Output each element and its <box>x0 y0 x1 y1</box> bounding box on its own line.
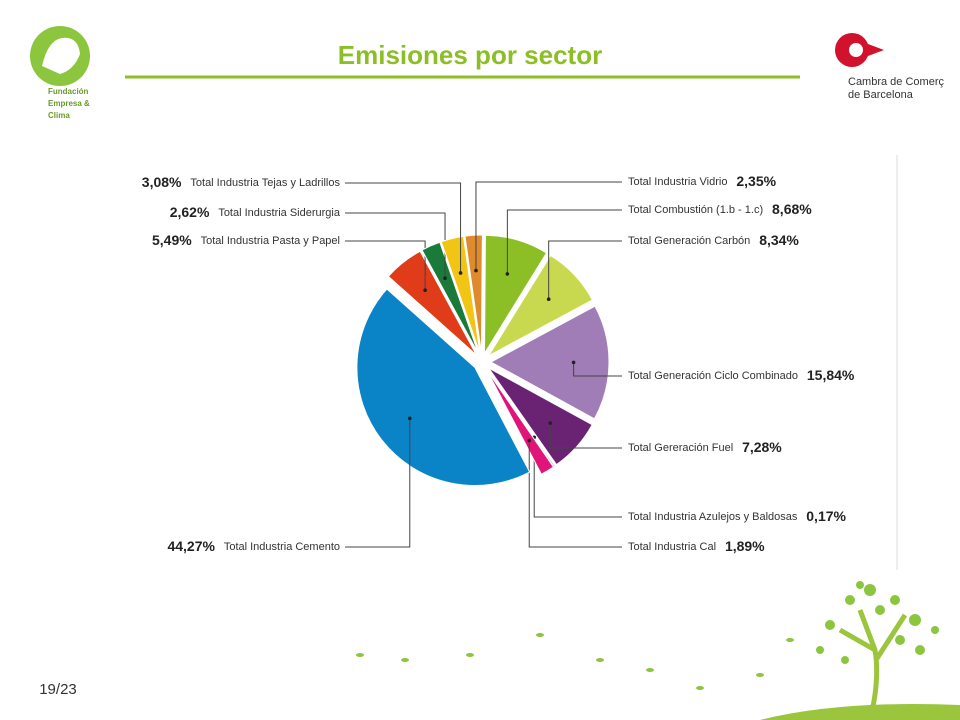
slice-label: Total Combustión (1.b - 1.c) 8,68% <box>628 201 812 219</box>
slice-name: Total Industria Tejas y Ladrillos <box>190 177 340 189</box>
pie-slice <box>487 254 594 358</box>
slice-value-label: 7,28% <box>742 439 782 455</box>
slide-title: Emisiones por sector <box>338 40 602 70</box>
slice-label: 5,49% Total Industria Pasta y Papel <box>152 232 340 250</box>
pie-slice <box>489 305 610 420</box>
slice-name: Total Industria Azulejos y Baldosas <box>628 511 798 523</box>
slice-label: Total Generación Carbón 8,34% <box>628 232 799 250</box>
leader-dot <box>423 288 427 293</box>
pie-slice <box>440 235 481 354</box>
slice-label: 44,27% Total Industria Cemento <box>167 538 340 556</box>
slice-name: Total Generación Carbón <box>628 235 750 247</box>
leader-dot <box>571 360 576 365</box>
logo-text: de Barcelona <box>848 89 914 101</box>
leader-line <box>528 440 622 548</box>
leader-line <box>475 181 622 271</box>
slice-name: Total Generación Ciclo Combinado <box>628 370 798 382</box>
slice-name: Total Industria Siderurgia <box>218 207 341 219</box>
slice-name: Total Combustión (1.b - 1.c) <box>628 204 763 216</box>
pie-slice <box>421 241 479 355</box>
logo-arrow <box>868 44 884 56</box>
leader-dot <box>505 272 510 276</box>
page-number: 19/23 <box>39 681 77 698</box>
tree-decoration <box>356 581 960 720</box>
leader-line <box>345 418 411 548</box>
slice-label: Total Industria Vidrio 2,35% <box>628 173 777 191</box>
leader-line <box>548 240 622 300</box>
logo-text: Clima <box>48 111 70 120</box>
leader-dot <box>474 268 478 273</box>
tree-leaves <box>356 581 939 690</box>
slice-value-label: 8,68% <box>772 201 812 217</box>
logo-shape <box>42 37 80 74</box>
leader-line <box>506 209 622 274</box>
pie-slice <box>356 288 531 486</box>
logo-text: Cambra de Comerç <box>848 76 944 88</box>
slice-name: Total Industria Pasta y Papel <box>201 235 340 247</box>
slice-name: Total Industria Cal <box>628 541 716 553</box>
slice-label: Total Generación Ciclo Combinado 15,84% <box>628 367 855 385</box>
leader-dot <box>546 297 551 301</box>
slice-label: 2,62% Total Industria Siderurgia <box>170 204 341 222</box>
leader-line <box>345 240 426 291</box>
slice-value-label: 0,17% <box>806 508 846 524</box>
slice-label: Total Gereración Fuel 7,28% <box>628 439 782 457</box>
leader-dot <box>527 438 532 443</box>
slice-value-label: 44,27% <box>167 538 215 554</box>
slice-name: Total Gereración Fuel <box>628 442 733 454</box>
pie-slice <box>483 234 548 356</box>
leader-line <box>533 437 622 518</box>
leader-dot <box>443 276 447 280</box>
slice-name: Total Industria Vidrio <box>628 176 727 188</box>
slice-value-label: 5,49% <box>152 232 192 248</box>
logo-text: Empresa & <box>48 99 90 108</box>
pie-chart: Total Industria Vidrio 2,35% Total Combus… <box>142 173 855 556</box>
logo-text: Fundación <box>48 87 89 96</box>
slice-value-label: 1,89% <box>725 538 765 554</box>
leader-dot <box>548 421 553 425</box>
slice-label: Total Industria Cal 1,89% <box>628 538 765 556</box>
logo-hole <box>849 43 863 57</box>
pie-slice <box>387 250 477 356</box>
logo-right: Cambra de Comerç de Barcelona <box>835 33 944 101</box>
leader-line <box>345 182 462 273</box>
pie-slice <box>486 369 555 475</box>
pie-slice <box>486 369 556 468</box>
slice-value-label: 8,34% <box>759 232 799 248</box>
leader-line <box>573 362 622 377</box>
logo-left: Fundación Empresa & Clima <box>30 26 90 120</box>
pie-slice <box>464 234 483 354</box>
pie-slice <box>488 367 593 466</box>
slice-value-label: 3,08% <box>142 174 182 190</box>
leader-dot <box>407 416 412 421</box>
slice-label: Total Industria Azulejos y Baldosas 0,17… <box>628 508 847 526</box>
slice-value-label: 2,35% <box>736 173 776 189</box>
slice-value-label: 15,84% <box>807 367 855 383</box>
leader-line <box>345 212 446 279</box>
slice-value-label: 2,62% <box>170 204 210 220</box>
leader-line <box>549 423 622 449</box>
slice-label: 3,08% Total Industria Tejas y Ladrillos <box>142 174 341 192</box>
tree-ground <box>760 704 960 720</box>
leader-dot <box>458 271 463 275</box>
slice-name: Total Industria Cemento <box>224 541 340 553</box>
